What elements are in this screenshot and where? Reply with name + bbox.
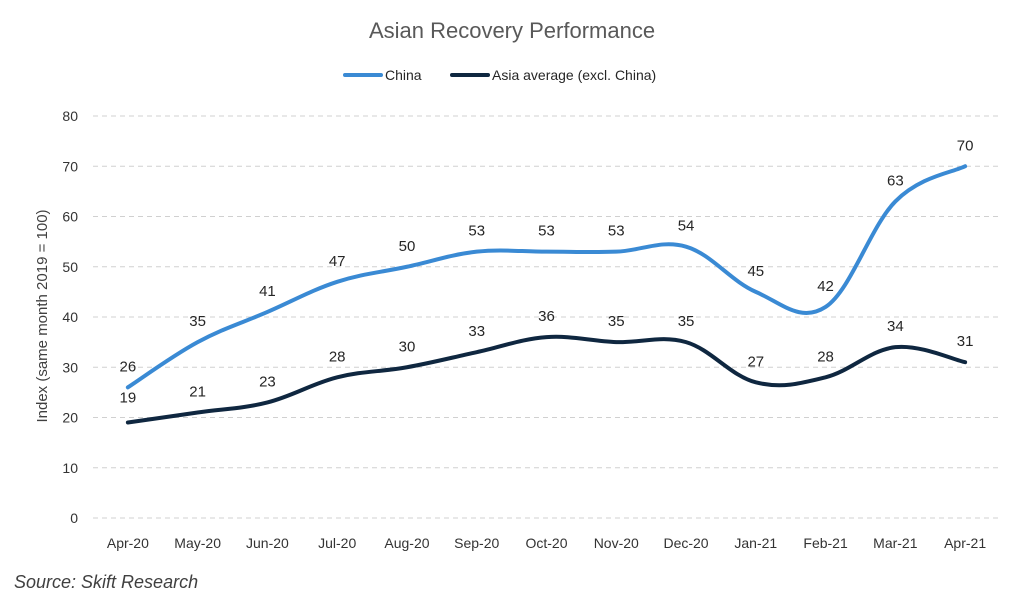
data-label-china: 53 <box>608 223 625 240</box>
y-tick-label: 40 <box>62 309 78 325</box>
y-tick-label: 80 <box>62 108 78 124</box>
data-label-asia-average: 19 <box>120 390 137 407</box>
x-tick-label: Apr-21 <box>944 535 986 551</box>
data-label-asia-average: 35 <box>608 313 625 330</box>
data-label-asia-average: 30 <box>399 338 416 355</box>
y-tick-label: 60 <box>62 209 78 225</box>
x-tick-label: Nov-20 <box>594 535 639 551</box>
data-label-china: 47 <box>329 253 346 270</box>
y-axis-label: Index (same month 2019 = 100) <box>34 209 51 422</box>
data-label-china: 41 <box>259 283 276 300</box>
series-line-china <box>125 164 968 390</box>
data-label-china: 26 <box>120 358 137 375</box>
y-tick-label: 30 <box>62 359 78 375</box>
data-label-asia-average: 23 <box>259 373 276 390</box>
legend-label: Asia average (excl. China) <box>492 67 656 83</box>
x-tick-label: Apr-20 <box>107 535 149 551</box>
y-axis-ticks: 0 10 20 30 40 50 60 70 80 <box>62 108 78 526</box>
data-label-china: 63 <box>887 172 904 189</box>
x-tick-label: May-20 <box>174 535 221 551</box>
data-label-asia-average: 33 <box>468 323 485 340</box>
data-label-china: 54 <box>678 218 695 235</box>
source-note: Source: Skift Research <box>14 572 199 592</box>
data-label-china: 50 <box>399 238 416 255</box>
x-tick-label: Jun-20 <box>246 535 289 551</box>
data-label-china: 42 <box>817 278 834 295</box>
data-label-asia-average: 36 <box>538 308 555 325</box>
x-tick-label: Dec-20 <box>663 535 708 551</box>
data-label-china: 45 <box>747 263 764 280</box>
legend: China Asia average (excl. China) <box>343 67 656 83</box>
gridlines <box>93 115 1000 519</box>
series-line-asia-average <box>125 334 968 425</box>
data-label-china: 35 <box>189 313 206 330</box>
series-group <box>125 164 968 425</box>
data-label-china: 53 <box>468 223 485 240</box>
data-labels-group: 26 35 41 47 50 53 53 53 54 45 42 63 70 19 21 23 28 30 33 36… <box>120 137 974 406</box>
data-label-asia-average: 21 <box>189 383 206 400</box>
y-tick-label: 0 <box>70 510 78 526</box>
data-label-asia-average: 28 <box>817 348 834 365</box>
x-tick-label: Aug-20 <box>384 535 429 551</box>
y-tick-label: 20 <box>62 410 78 426</box>
data-label-asia-average: 28 <box>329 348 346 365</box>
data-label-china: 70 <box>957 137 974 154</box>
chart-title: Asian Recovery Performance <box>369 18 655 43</box>
x-tick-label: Feb-21 <box>803 535 848 551</box>
y-tick-label: 70 <box>62 158 78 174</box>
data-label-asia-average: 27 <box>747 353 764 370</box>
y-tick-label: 50 <box>62 259 78 275</box>
data-label-asia-average: 34 <box>887 318 904 335</box>
data-label-asia-average: 35 <box>678 313 695 330</box>
x-tick-label: Jan-21 <box>734 535 777 551</box>
x-tick-label: Jul-20 <box>318 535 356 551</box>
data-label-asia-average: 31 <box>957 333 974 350</box>
data-label-china: 53 <box>538 223 555 240</box>
x-tick-label: Oct-20 <box>525 535 567 551</box>
x-axis-ticks: Apr-20 May-20 Jun-20 Jul-20 Aug-20 Sep-20 Oct-… <box>107 535 986 551</box>
y-tick-label: 10 <box>62 460 78 476</box>
x-tick-label: Mar-21 <box>873 535 918 551</box>
legend-label: China <box>385 67 422 83</box>
x-tick-label: Sep-20 <box>454 535 499 551</box>
